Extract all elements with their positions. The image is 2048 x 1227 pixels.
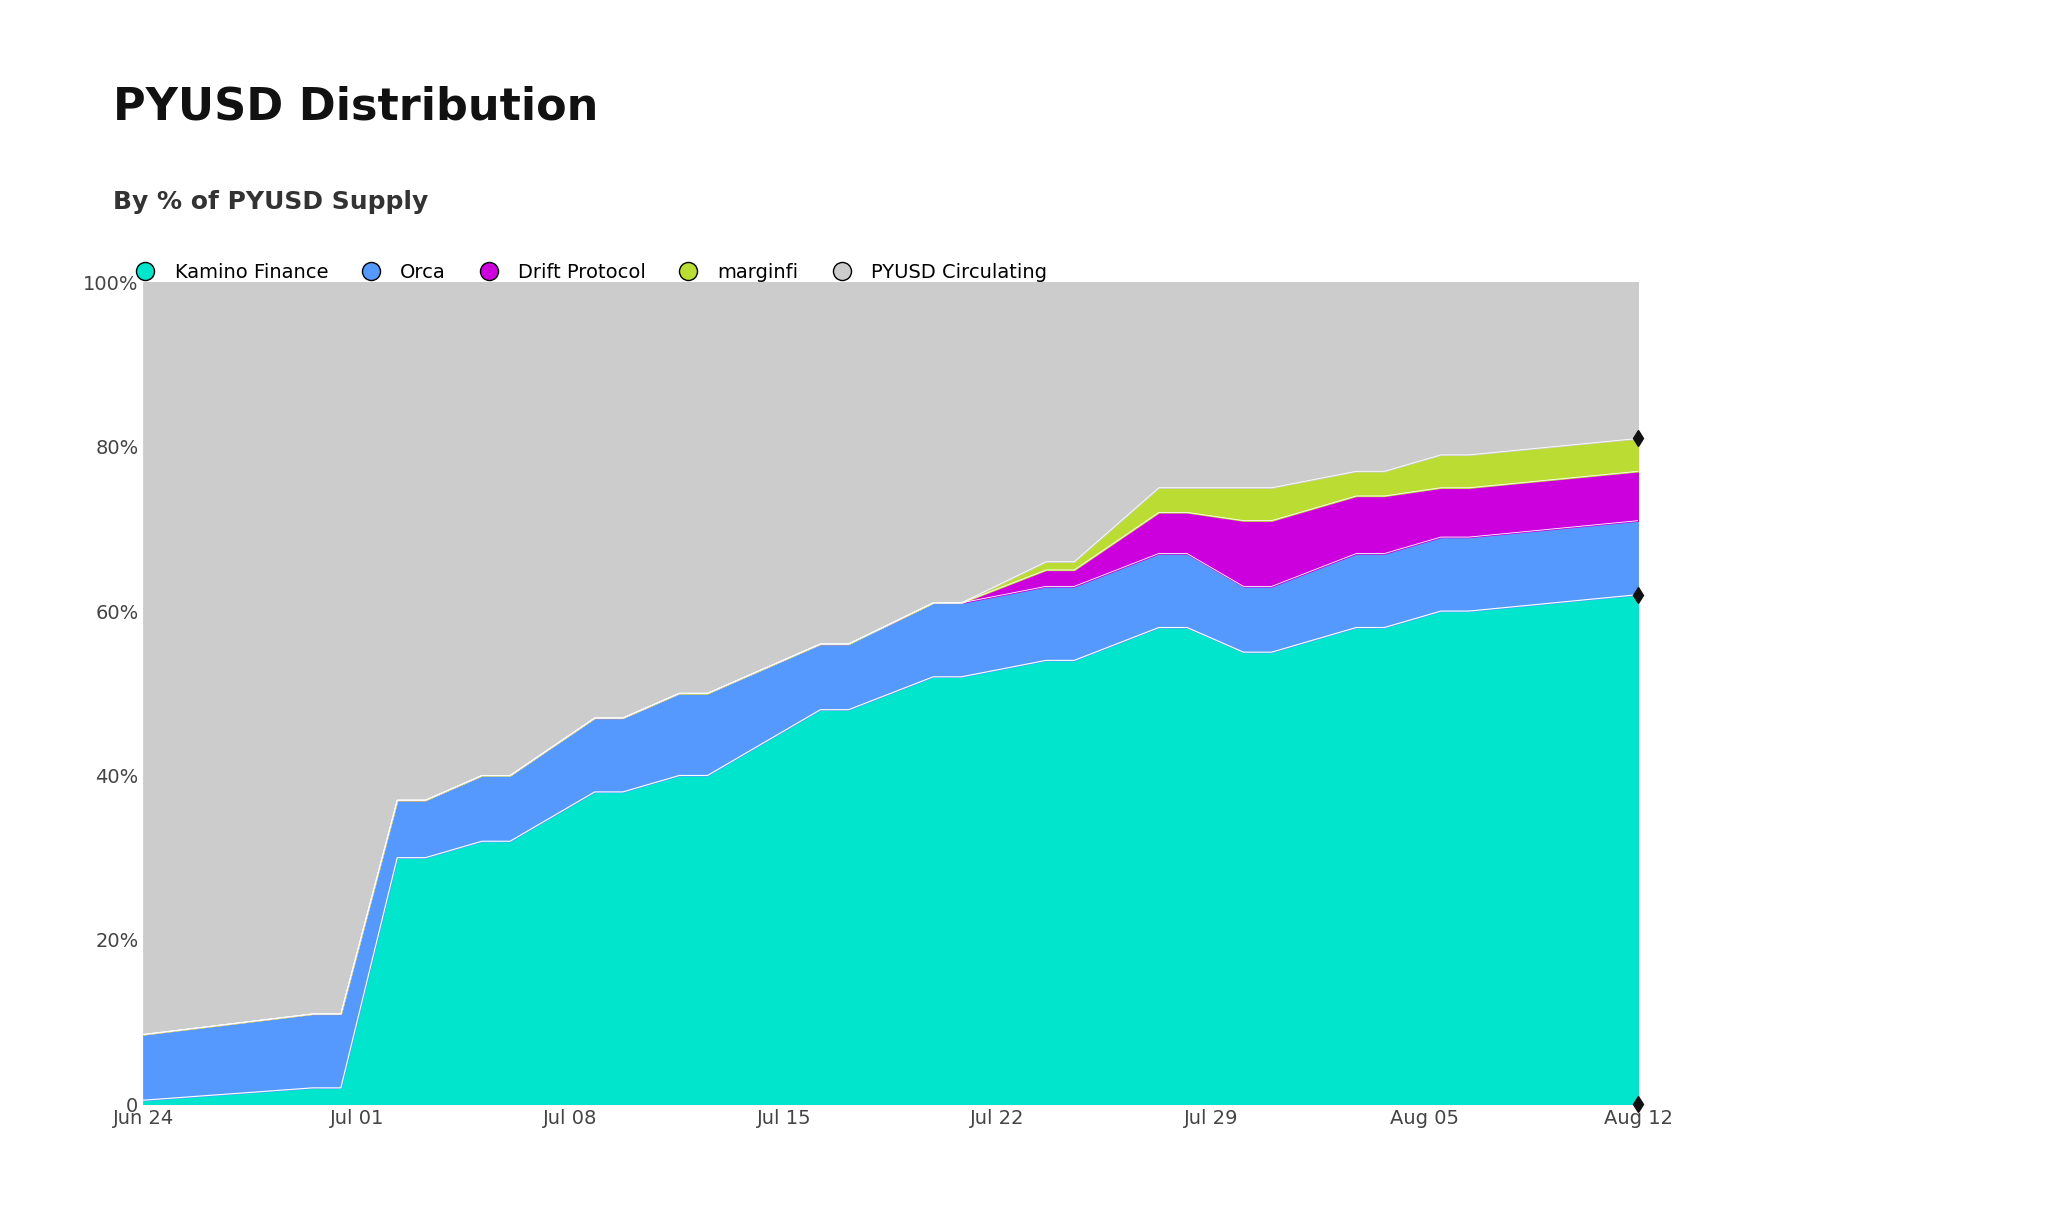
Text: PYUSD Distribution: PYUSD Distribution xyxy=(113,86,598,129)
Text: By % of PYUSD Supply: By % of PYUSD Supply xyxy=(113,190,428,215)
Legend: Kamino Finance, Orca, Drift Protocol, marginfi, PYUSD Circulating: Kamino Finance, Orca, Drift Protocol, ma… xyxy=(119,255,1055,290)
